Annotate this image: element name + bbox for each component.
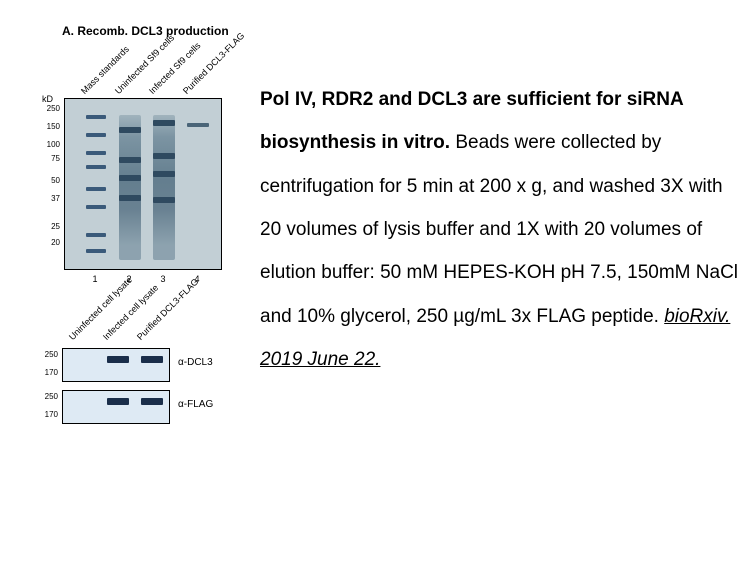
kd-50: 50 <box>40 176 60 185</box>
gel-lane-4 <box>185 105 211 265</box>
blot2-lane1 <box>71 394 97 422</box>
kd-37: 37 <box>40 194 60 203</box>
blot1-lane3 <box>139 352 165 380</box>
blot1-kd-170: 170 <box>40 368 58 377</box>
lane-num-1: 1 <box>82 274 108 284</box>
gel-lane-1 <box>83 105 109 265</box>
kd-25: 25 <box>40 222 60 231</box>
kd-unit-label: kD <box>42 94 53 104</box>
kd-20: 20 <box>40 238 60 247</box>
kd-75: 75 <box>40 154 60 163</box>
figure-caption: Pol IV, RDR2 and DCL3 are sufficient for… <box>260 78 748 381</box>
blot1-lane1 <box>71 352 97 380</box>
blot2-kd-250: 250 <box>40 392 58 401</box>
antibody-flag: α-FLAG <box>178 399 213 410</box>
panel-title: A. Recomb. DCL3 production <box>62 24 229 38</box>
caption-body: Beads were collected by centrifugation f… <box>260 132 738 326</box>
coomassie-gel <box>64 98 222 270</box>
lane-label-2: Uninfected Sf9 cells <box>113 33 176 96</box>
blot2-kd-170: 170 <box>40 410 58 419</box>
antibody-dcl3: α-DCL3 <box>178 357 213 368</box>
blot2-lane3 <box>139 394 165 422</box>
western-blot-flag <box>62 390 170 424</box>
gel-lane-3 <box>151 105 177 265</box>
kd-100: 100 <box>40 140 60 149</box>
lane-label-4: Purified DCL3-FLAG <box>181 31 246 96</box>
blot-lane-label-3: Purified DCL3-FLAG <box>135 277 200 342</box>
western-blot-dcl3 <box>62 348 170 382</box>
blot2-lane2 <box>105 394 131 422</box>
gel-lane-2 <box>117 105 143 265</box>
blot1-kd-250: 250 <box>40 350 58 359</box>
blot-lane-labels: Uninfected cell lysate Infected cell lys… <box>62 292 172 342</box>
kd-150: 150 <box>40 122 60 131</box>
blot1-lane2 <box>105 352 131 380</box>
kd-250: 250 <box>40 104 60 113</box>
top-gel-lane-labels: Mass standards Uninfected Sf9 cells Infe… <box>64 38 222 96</box>
